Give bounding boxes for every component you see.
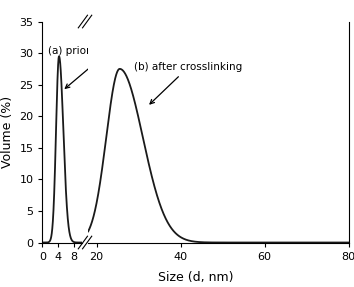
Text: (b) after crosslinking: (b) after crosslinking [135,62,242,104]
Text: (a) prior to crosslinking: (a) prior to crosslinking [48,46,170,88]
Text: Size (d, nm): Size (d, nm) [158,271,233,284]
Y-axis label: Volume (%): Volume (%) [1,96,14,168]
